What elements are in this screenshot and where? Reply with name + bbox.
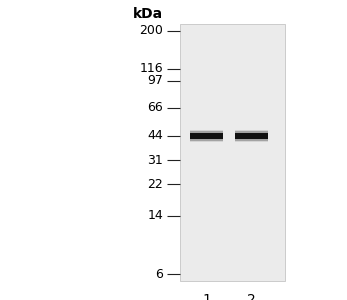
Text: 31: 31 (147, 154, 163, 167)
Bar (235, 133, 268, 139)
Text: 22: 22 (147, 178, 163, 190)
Text: 1: 1 (202, 292, 211, 300)
Text: 44: 44 (147, 129, 163, 142)
Bar (190, 131, 223, 141)
Text: 2: 2 (247, 292, 256, 300)
Bar (235, 131, 268, 141)
Bar (190, 130, 223, 142)
Text: 6: 6 (155, 268, 163, 281)
Bar (190, 133, 223, 139)
Text: 97: 97 (147, 74, 163, 88)
Bar (180, 24, 285, 280)
Text: kDa: kDa (133, 7, 163, 21)
Text: 200: 200 (139, 24, 163, 37)
Bar (235, 130, 268, 142)
Text: 116: 116 (139, 62, 163, 75)
Text: 66: 66 (147, 101, 163, 114)
Text: 14: 14 (147, 209, 163, 222)
